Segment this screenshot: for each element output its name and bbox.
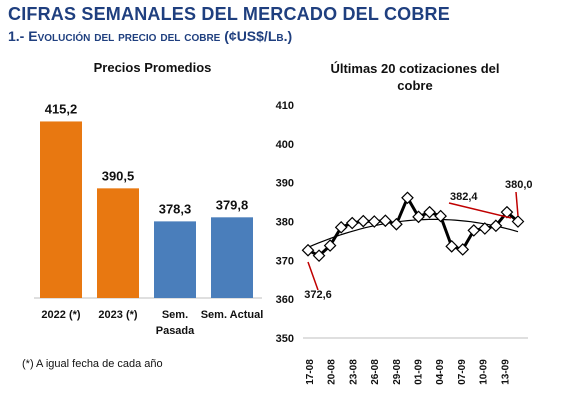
line-chart-title-line-2: cobre	[397, 78, 433, 93]
y-tick-label: 390	[276, 178, 294, 190]
line-chart-title-line-1: Últimas 20 cotizaciones del	[330, 61, 500, 76]
report-title: CIFRAS SEMANALES DEL MERCADO DEL COBRE	[8, 4, 450, 24]
trend-line	[307, 218, 519, 248]
bar-3	[154, 221, 196, 298]
data-point	[312, 249, 326, 263]
data-point	[401, 191, 414, 205]
annotation-arrow	[307, 261, 319, 291]
data-point	[390, 217, 403, 231]
bar-category-label: Sem.	[162, 309, 188, 321]
bar-category-label: 2023 (*)	[98, 309, 137, 321]
bar-chart-title: Precios Promedios	[93, 60, 212, 75]
line-chart-title: Últimas 20 cotizaciones del cobre	[295, 60, 535, 94]
x-tick-label: 01-09	[414, 359, 425, 385]
y-tick-label: 410	[276, 100, 294, 112]
data-point	[345, 216, 359, 230]
annotation-label: 380,0	[505, 179, 533, 191]
bar-value-label: 415,2	[45, 101, 78, 116]
bar-category-label: 2022 (*)	[41, 309, 80, 321]
data-point	[456, 243, 470, 256]
data-point	[423, 205, 436, 219]
data-point	[478, 222, 492, 235]
x-tick-label: 10-09	[479, 359, 490, 385]
data-point	[412, 210, 425, 224]
bar-category-label: Sem. Actual	[201, 309, 264, 321]
data-point	[445, 240, 459, 253]
section-title: 1.- Evolución del precio del cobre (¢US$…	[8, 28, 293, 44]
bar-value-label: 390,5	[102, 168, 135, 183]
bar-chart-footnote: (*) A igual fecha de cada año	[22, 358, 163, 370]
data-point	[367, 215, 381, 228]
x-tick-label: 26-08	[370, 359, 381, 385]
annotation-label: 372,6	[304, 289, 332, 301]
annotation-arrow	[448, 202, 512, 219]
y-tick-label: 350	[276, 333, 294, 345]
bar-value-label: 378,3	[159, 201, 192, 216]
bar-category-label: Pasada	[156, 325, 195, 337]
data-point	[434, 209, 447, 223]
y-tick-label: 360	[276, 294, 294, 306]
data-point	[323, 239, 337, 252]
data-point	[489, 219, 503, 233]
y-tick-label: 400	[276, 139, 294, 151]
x-tick-label: 20-08	[327, 359, 338, 385]
data-point	[334, 220, 348, 234]
bar-value-label: 379,8	[216, 197, 249, 212]
bar-2	[97, 188, 139, 298]
x-tick-label: 17-08	[305, 359, 316, 385]
y-tick-label: 370	[276, 255, 294, 267]
y-tick-label: 380	[276, 217, 294, 229]
annotation-label: 382,4	[450, 191, 478, 203]
x-tick-label: 07-09	[457, 359, 468, 385]
data-point	[301, 243, 315, 257]
x-tick-label: 23-08	[348, 359, 359, 385]
data-point	[356, 214, 370, 228]
x-tick-label: 13-09	[500, 359, 511, 385]
bar-1	[40, 121, 82, 298]
x-tick-label: 29-08	[392, 359, 403, 385]
x-tick-label: 04-09	[435, 359, 446, 385]
data-point	[511, 215, 525, 228]
data-point	[467, 224, 481, 237]
bar-4	[211, 217, 253, 298]
annotation-arrow	[515, 191, 519, 217]
data-point	[379, 214, 392, 228]
